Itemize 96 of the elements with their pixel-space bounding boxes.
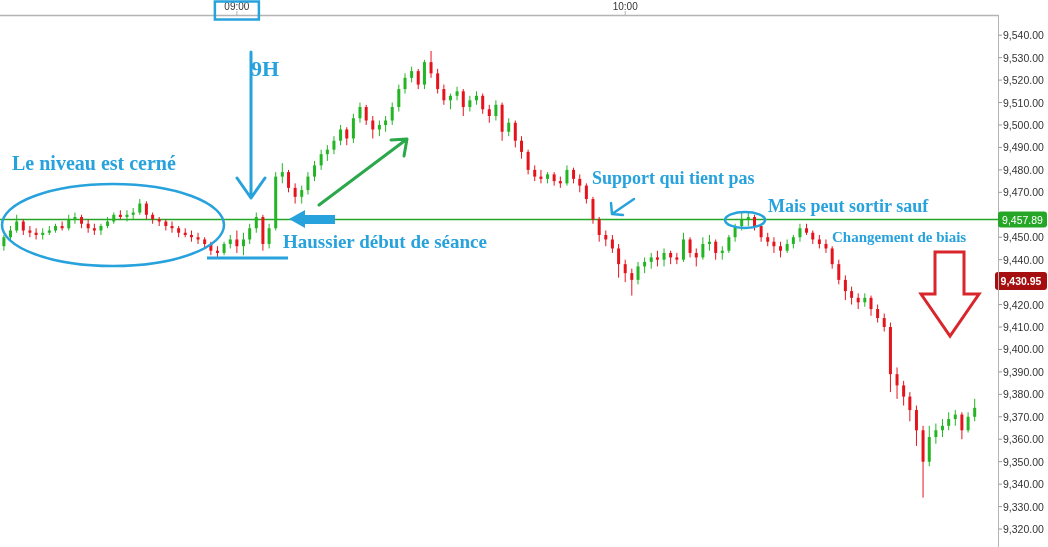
candlestick: [902, 380, 906, 407]
candlestick: [455, 86, 459, 101]
candlestick: [597, 216, 601, 243]
candlestick: [241, 232, 245, 256]
candlestick: [339, 124, 343, 146]
candlestick: [293, 182, 297, 205]
annotation: 9H: [251, 56, 280, 81]
y-tick-label: 9,500.00: [1003, 118, 1045, 131]
candlestick: [429, 50, 433, 79]
y-tick-label: 9,370.00: [1003, 410, 1045, 423]
candlestick: [287, 169, 291, 193]
candlestick: [416, 68, 420, 90]
annotation: Changement de biais: [832, 229, 967, 245]
candlestick: [973, 398, 977, 422]
y-tick-label: 9,320.00: [1003, 523, 1045, 536]
candlestick: [830, 245, 834, 270]
candlestick: [630, 268, 634, 297]
y-tick-label: 9,440.00: [1003, 253, 1045, 266]
y-tick-label: 9,450.00: [1003, 231, 1045, 244]
candlestick: [824, 238, 828, 254]
candlestick: [714, 238, 718, 261]
candlestick: [397, 84, 401, 113]
y-tick-label: 9,400.00: [1003, 343, 1045, 356]
candlestick: [364, 104, 368, 126]
candlestick: [772, 236, 776, 254]
candlestick: [248, 223, 252, 245]
y-tick-label: 9,520.00: [1003, 74, 1045, 87]
candlestick: [306, 171, 310, 196]
candlestick: [934, 423, 938, 445]
text: 9,430.95: [1000, 275, 1042, 287]
candlestick: [591, 196, 595, 225]
candlestick: [552, 171, 556, 187]
candlestick: [565, 164, 569, 187]
y-tick-label: 9,530.00: [1003, 51, 1045, 64]
candlestick: [843, 274, 847, 301]
y-tick-label: 9,470.00: [1003, 186, 1045, 199]
candlestick: [390, 102, 394, 126]
candlestick: [520, 135, 524, 160]
annotation: Haussier début de séance: [283, 231, 487, 252]
candlestick: [681, 232, 685, 263]
candlestick: [313, 160, 317, 182]
y-tick-label: 9,410.00: [1003, 321, 1045, 334]
candlestick: [442, 84, 446, 106]
y-tick-label: 9,490.00: [1003, 141, 1045, 154]
candlestick: [837, 259, 841, 285]
candlestick: [966, 411, 970, 434]
candlestick: [436, 68, 440, 95]
candlestick: [688, 236, 692, 258]
candlestick: [675, 252, 679, 265]
candlestick: [908, 391, 912, 422]
y-tick-label: 9,330.00: [1003, 500, 1045, 513]
ref-line-label: 9,457.89: [1002, 213, 1044, 226]
candlestick: [254, 212, 258, 234]
annotation: Le niveau est cerné: [12, 152, 176, 174]
candlestick: [914, 405, 918, 447]
candlestick: [358, 102, 362, 124]
annotation: Mais peut sortir sauf: [768, 196, 930, 216]
candlestick: [636, 261, 640, 285]
candlestick: [617, 243, 621, 279]
candlestick: [28, 225, 32, 238]
candlestick: [461, 88, 465, 117]
y-tick-label: 9,350.00: [1003, 455, 1045, 468]
y-tick-label: 9,510.00: [1003, 96, 1045, 109]
annotation: Support qui tient pas: [592, 168, 755, 188]
candlestick: [422, 59, 426, 90]
candlestick: [662, 247, 666, 267]
candlestick: [403, 72, 407, 95]
candlestick: [785, 238, 789, 254]
y-tick-label: 9,340.00: [1003, 478, 1045, 491]
candlestick: [513, 120, 517, 148]
candlestick: [526, 149, 530, 175]
candlestick: [701, 236, 705, 261]
candlestick: [960, 411, 964, 440]
y-tick-label: 9,540.00: [1003, 29, 1045, 42]
candlestick: [623, 259, 627, 283]
candlestick: [351, 113, 355, 144]
y-tick-label: 9,390.00: [1003, 365, 1045, 378]
candlestick: [798, 223, 802, 243]
candlestick: [869, 295, 873, 317]
candlestick: [494, 99, 498, 121]
candlestick: [280, 162, 284, 184]
candlestick: [895, 366, 899, 400]
candlestick: [99, 223, 103, 236]
candlestick: [481, 93, 485, 115]
y-tick-label: 9,420.00: [1003, 298, 1045, 311]
y-tick-label: 9,380.00: [1003, 388, 1045, 401]
y-tick-label: 9,480.00: [1003, 163, 1045, 176]
candlestick: [235, 229, 239, 254]
x-tick-label: 10:00: [612, 0, 639, 12]
candlestick: [468, 95, 472, 113]
candlestick: [267, 223, 271, 249]
candlestick: [332, 135, 336, 155]
candlestick: [584, 182, 588, 205]
candlestick: [319, 149, 323, 171]
y-tick-label: 9,360.00: [1003, 433, 1045, 446]
x-tick-label: 09:00: [224, 0, 250, 12]
